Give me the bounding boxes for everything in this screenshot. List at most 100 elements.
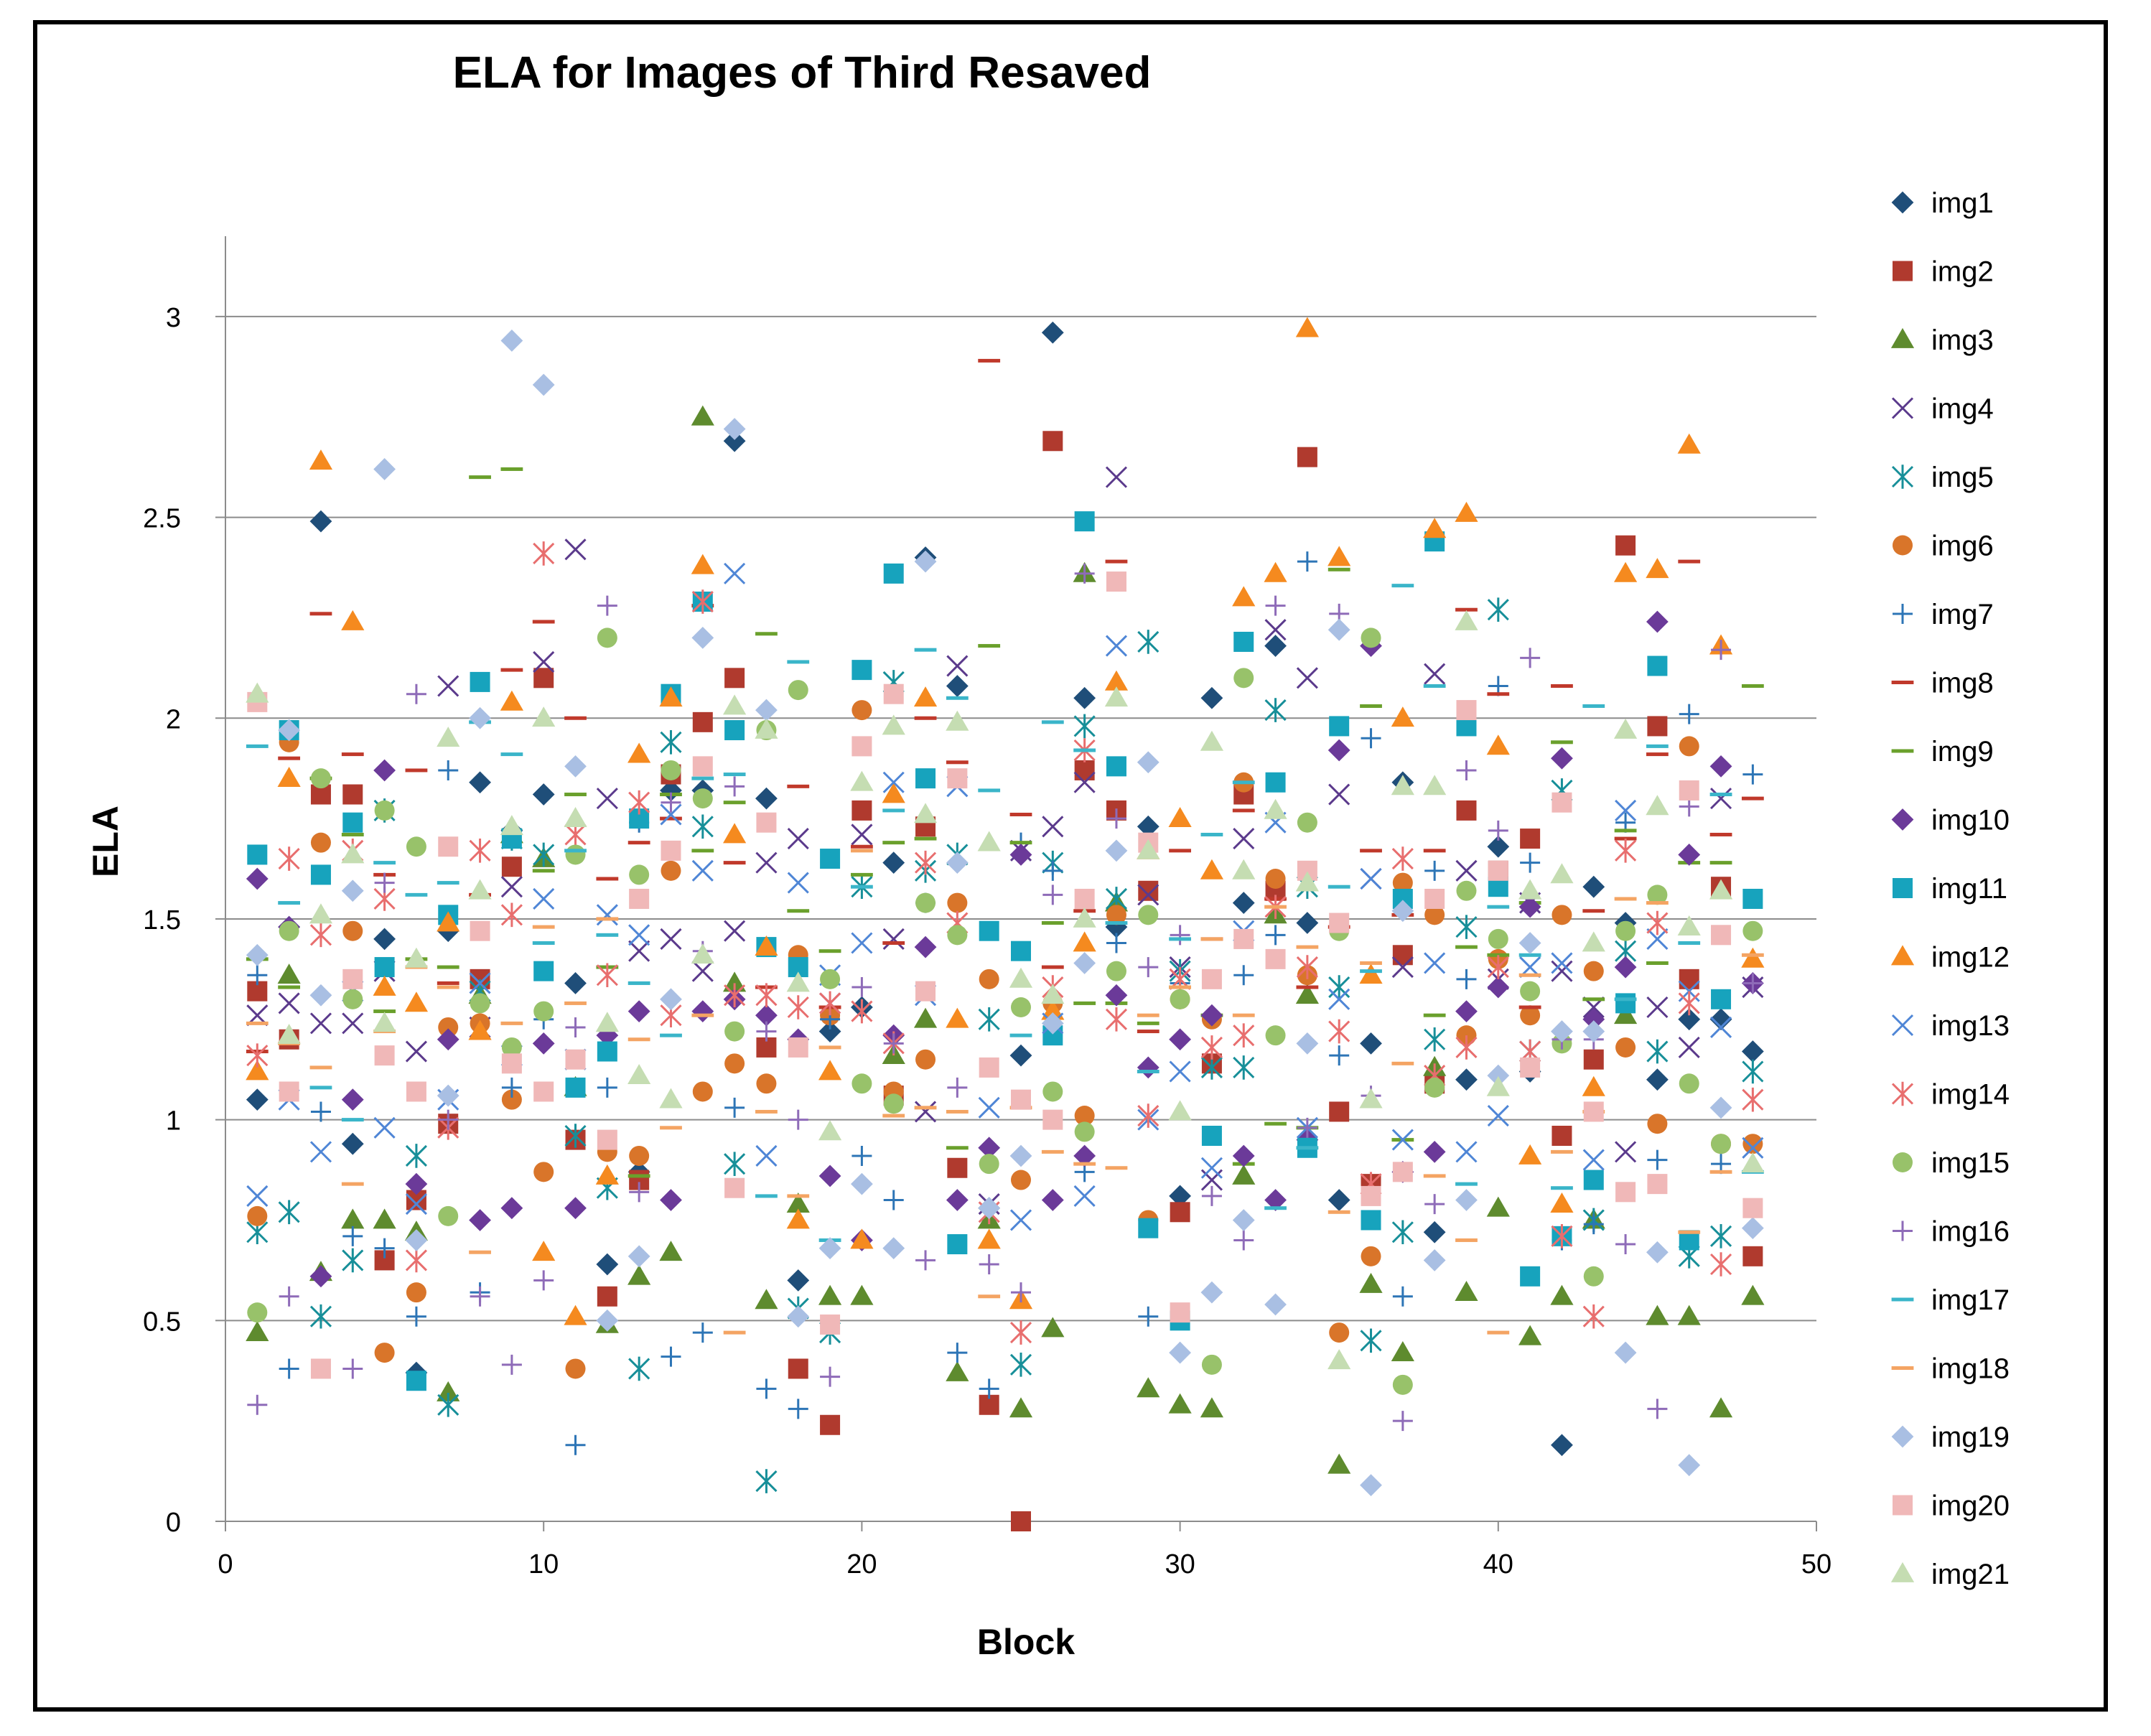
data-point-img13 <box>1073 1185 1096 1207</box>
data-point-img13 <box>1169 1060 1191 1083</box>
data-point-img3 <box>627 1264 651 1285</box>
data-point-img3 <box>1613 1004 1638 1025</box>
data-point-img17 <box>851 885 873 889</box>
data-point-img1 <box>246 1088 269 1111</box>
data-point-img21 <box>1073 907 1096 928</box>
data-point-img18 <box>1487 1330 1510 1335</box>
data-point-img7 <box>406 1306 426 1327</box>
data-point-img14 <box>1646 910 1669 935</box>
data-point-img3 <box>1168 1393 1192 1414</box>
data-point-img8 <box>627 841 650 845</box>
data-point-img1 <box>596 1253 619 1276</box>
data-point-img13 <box>373 1116 396 1139</box>
data-point-img19 <box>469 706 491 729</box>
data-point-img5 <box>533 842 555 867</box>
data-point-img6 <box>1329 1322 1350 1343</box>
data-point-img10 <box>755 1004 778 1027</box>
data-point-img7 <box>1042 860 1063 881</box>
data-point-img13 <box>1424 952 1446 974</box>
data-point-img15 <box>1138 905 1159 925</box>
data-point-img11 <box>1615 993 1636 1014</box>
data-point-img21 <box>1455 610 1478 630</box>
data-point-img8 <box>851 844 873 849</box>
data-point-img12 <box>913 686 938 707</box>
legend-label: img16 <box>1931 1216 2010 1248</box>
data-point-img3 <box>246 1320 269 1341</box>
data-point-img20 <box>310 1358 331 1379</box>
data-point-img8 <box>723 861 746 865</box>
data-point-img14 <box>1328 1019 1350 1044</box>
data-point-img10 <box>818 1165 841 1187</box>
data-point-img2 <box>1329 1101 1350 1122</box>
data-point-img21 <box>373 1012 396 1032</box>
data-point-img5 <box>437 1392 459 1417</box>
data-point-img5 <box>691 814 714 839</box>
data-point-img8 <box>405 768 428 773</box>
legend-label: img12 <box>1931 942 2010 974</box>
data-point-img13 <box>1551 952 1573 974</box>
data-point-img17 <box>373 861 396 865</box>
data-point-img18 <box>246 1021 269 1025</box>
data-point-img13 <box>787 872 809 894</box>
data-point-img11 <box>1742 888 1763 909</box>
data-point-img4 <box>278 992 300 1014</box>
data-point-img15 <box>1106 961 1126 981</box>
legend-label: img20 <box>1931 1490 2010 1522</box>
data-point-img13 <box>533 887 555 910</box>
data-point-img21 <box>850 770 874 791</box>
data-point-img10 <box>1232 1144 1255 1167</box>
data-point-img13 <box>1328 988 1350 1010</box>
data-point-img10 <box>1169 1028 1191 1051</box>
data-point-img16 <box>1201 1185 1222 1206</box>
data-point-img4 <box>405 1040 427 1063</box>
data-point-img21 <box>627 1063 651 1084</box>
data-point-img10 <box>978 1137 1001 1159</box>
data-point-img15 <box>406 836 426 857</box>
data-point-img7 <box>788 1399 808 1419</box>
data-point-img3 <box>659 1241 683 1261</box>
data-point-img1 <box>1264 635 1287 657</box>
data-point-img11 <box>1106 756 1126 777</box>
data-point-img20 <box>342 969 363 989</box>
data-point-img17 <box>1487 905 1510 909</box>
data-point-img19 <box>1328 618 1350 641</box>
data-point-img19 <box>1232 1209 1255 1231</box>
data-point-img18 <box>660 1126 682 1130</box>
data-point-img17 <box>532 941 555 945</box>
data-point-img16 <box>1138 957 1159 978</box>
data-point-img6 <box>1679 736 1699 757</box>
data-point-img7 <box>374 1238 395 1259</box>
data-point-img9 <box>341 832 364 836</box>
data-point-img19 <box>246 943 269 966</box>
data-point-img9 <box>532 869 555 873</box>
data-point-img13 <box>755 1144 778 1167</box>
data-point-img1 <box>341 1132 364 1155</box>
data-point-img4 <box>1455 859 1478 882</box>
data-point-img3 <box>1741 1284 1765 1305</box>
data-point-img9 <box>851 872 873 877</box>
data-point-img20 <box>1424 888 1445 909</box>
data-point-img7 <box>883 1190 904 1210</box>
data-point-img10 <box>1073 1144 1096 1167</box>
data-point-img16 <box>756 1021 777 1042</box>
data-point-img12 <box>1168 806 1192 827</box>
data-point-img8 <box>1169 849 1191 853</box>
data-point-img7 <box>1329 1045 1350 1066</box>
data-point-img10 <box>1423 1140 1446 1163</box>
data-point-img16 <box>406 683 426 704</box>
legend-marker-img2 <box>1893 261 1913 281</box>
data-point-img15 <box>279 920 299 941</box>
data-point-img18 <box>1232 1013 1255 1017</box>
data-point-img14 <box>691 589 714 614</box>
data-point-img3 <box>341 1208 365 1229</box>
data-point-img4 <box>1391 956 1414 979</box>
data-point-img14 <box>596 963 618 988</box>
data-point-img4 <box>342 1012 364 1035</box>
data-point-img10 <box>1328 739 1350 762</box>
legend-marker-img20 <box>1893 1495 1913 1516</box>
data-point-img19 <box>1360 1474 1382 1497</box>
data-point-img2 <box>788 1358 808 1379</box>
data-point-img21 <box>1423 775 1447 795</box>
data-point-img21 <box>1582 931 1605 952</box>
data-point-img6 <box>1106 905 1126 925</box>
